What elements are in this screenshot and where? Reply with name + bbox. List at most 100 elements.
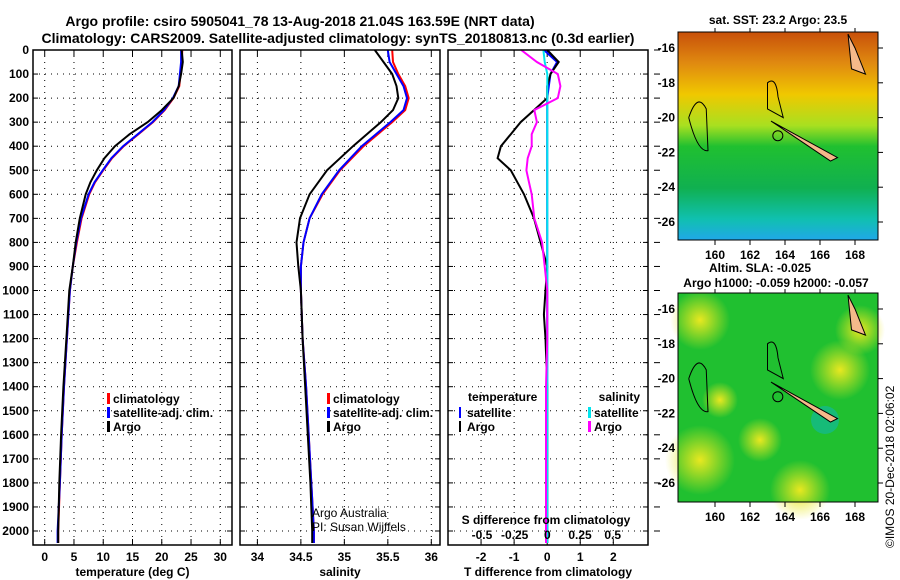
x-tick-label: 25 (184, 550, 198, 564)
legend-label: Argo (113, 420, 141, 434)
sla-anomaly (702, 382, 738, 418)
lat-tick-label: -26 (658, 476, 676, 490)
panel-salinity: 34 34.5 35 35.5 36 salinity climatologysatelli… (239, 49, 441, 579)
x-tick-label: -1 (509, 550, 520, 564)
vanuatu-islands (847, 294, 867, 336)
sst-map-title: sat. SST: 23.2 Argo: 23.5 (709, 13, 848, 27)
s-tick-label: 0.25 (568, 528, 592, 542)
legend-swatch (327, 393, 330, 404)
panel-temperature: 0100200300400500600700800900100011001200… (2, 43, 233, 579)
x-tick-label: 1 (577, 550, 584, 564)
legend-label: climatology (333, 392, 400, 406)
x-tick-label: 0 (41, 550, 48, 564)
lat-tick-label: -24 (658, 180, 676, 194)
series-line-climatology (57, 49, 184, 543)
lon-tick-label: 168 (845, 510, 865, 524)
x-tick-label: 5 (71, 550, 78, 564)
depth-tick-label: 1300 (2, 356, 29, 370)
legend-label: climatology (113, 392, 180, 406)
x-tick-label: 35.5 (376, 550, 400, 564)
copyright: ©IMOS 20-Dec-2018 02:06:02 (883, 385, 897, 548)
new-caledonia-island (770, 120, 839, 162)
depth-tick-label: 700 (9, 211, 29, 225)
lat-tick-label: -18 (658, 76, 676, 90)
sla-anomaly (738, 418, 782, 462)
x-tick-label: 30 (214, 550, 228, 564)
sla-map-title-line1: Altim. SLA: -0.025 (709, 261, 811, 275)
map-frame (677, 31, 879, 241)
lat-tick-label: -16 (658, 302, 676, 316)
x-axis-label: T difference from climatology (464, 565, 632, 579)
depth-tick-label: 900 (9, 259, 29, 273)
plot-frame (447, 49, 649, 546)
depth-tick-label: 1400 (2, 380, 29, 394)
depth-tick-label: 1500 (2, 404, 29, 418)
legend-swatch (327, 421, 330, 432)
lon-tick-label: 160 (705, 248, 725, 262)
sla-anomaly (670, 290, 730, 350)
lat-tick-label: -16 (658, 41, 676, 55)
depth-tick-label: 100 (9, 67, 29, 81)
reef-contour (688, 101, 709, 152)
lon-tick-label: 164 (775, 248, 795, 262)
s-tick-label: 0.5 (604, 528, 621, 542)
series-line-t-argo (496, 49, 560, 543)
lat-tick-label: -22 (658, 145, 676, 159)
map-frame (677, 292, 879, 503)
legend-header-salinity: salinity (599, 390, 641, 404)
vanuatu-islands (847, 33, 867, 75)
x-tick-label: 34.5 (289, 550, 313, 564)
legend-label-salinity: Argo (594, 420, 622, 434)
x-tick-label: 34 (251, 550, 265, 564)
lat-tick-label: -24 (658, 441, 676, 455)
legend-swatch-temperature (459, 421, 461, 432)
series-line-argo (295, 49, 400, 543)
legend-swatch-salinity (588, 421, 591, 432)
depth-tick-label: 1600 (2, 428, 29, 442)
reef-contour (767, 80, 785, 119)
depth-tick-label: 1200 (2, 332, 29, 346)
series-line-s-argo (520, 49, 562, 543)
lon-tick-label: 162 (740, 510, 760, 524)
legend-header-temperature: temperature (468, 390, 538, 404)
legend-swatch-temperature (459, 407, 461, 418)
title-line1: Argo profile: csiro 5905041_78 13-Aug-20… (65, 13, 534, 29)
reef-contour (767, 341, 785, 380)
legend-label: Argo (333, 420, 361, 434)
panel-difference: -2 -1 0 1 2T difference from climatology temp… (447, 49, 660, 579)
credit-line2: PI: Susan Wijffels (312, 520, 406, 534)
legend-label-temperature: satellite (467, 406, 512, 420)
depth-tick-label: 2000 (2, 524, 29, 538)
new-caledonia-island (770, 381, 839, 423)
series-line-argo (57, 49, 184, 543)
x-tick-label: 35 (338, 550, 352, 564)
depth-tick-label: 600 (9, 187, 29, 201)
depth-tick-label: 0 (22, 43, 29, 57)
sla-anomaly (810, 340, 870, 400)
depth-tick-label: 200 (9, 91, 29, 105)
lon-tick-label: 162 (740, 248, 760, 262)
x-tick-label: 15 (126, 550, 140, 564)
sla-map: 160 162 164 166 168 -16 -18 -20 -22 -24 -26 Altim. … (658, 261, 885, 524)
legend-swatch (107, 407, 110, 418)
legend-swatch (107, 393, 110, 404)
legend-label-salinity: satellite (594, 406, 639, 420)
argo-position-marker (772, 130, 784, 142)
depth-tick-label: 1100 (3, 308, 29, 322)
lat-tick-label: -22 (658, 406, 676, 420)
s-axis-label: S difference from climatology (462, 513, 631, 527)
legend-swatch (107, 421, 110, 432)
x-tick-label: -2 (476, 550, 487, 564)
depth-tick-label: 1700 (2, 452, 29, 466)
x-axis-label: temperature (deg C) (75, 565, 189, 579)
reef-contour (688, 362, 709, 413)
sst-map: 160 162 164 166 168 -16 -18 -20 -22 -24 -26 sat. SS… (658, 13, 883, 262)
x-tick-label: 36 (425, 550, 439, 564)
legend-label: satellite-adj. clim. (113, 406, 213, 420)
legend-label-temperature: Argo (467, 420, 495, 434)
lat-tick-label: -26 (658, 215, 676, 229)
x-axis-label: salinity (319, 565, 361, 579)
depth-tick-label: 300 (9, 115, 29, 129)
plot-frame (239, 49, 441, 546)
